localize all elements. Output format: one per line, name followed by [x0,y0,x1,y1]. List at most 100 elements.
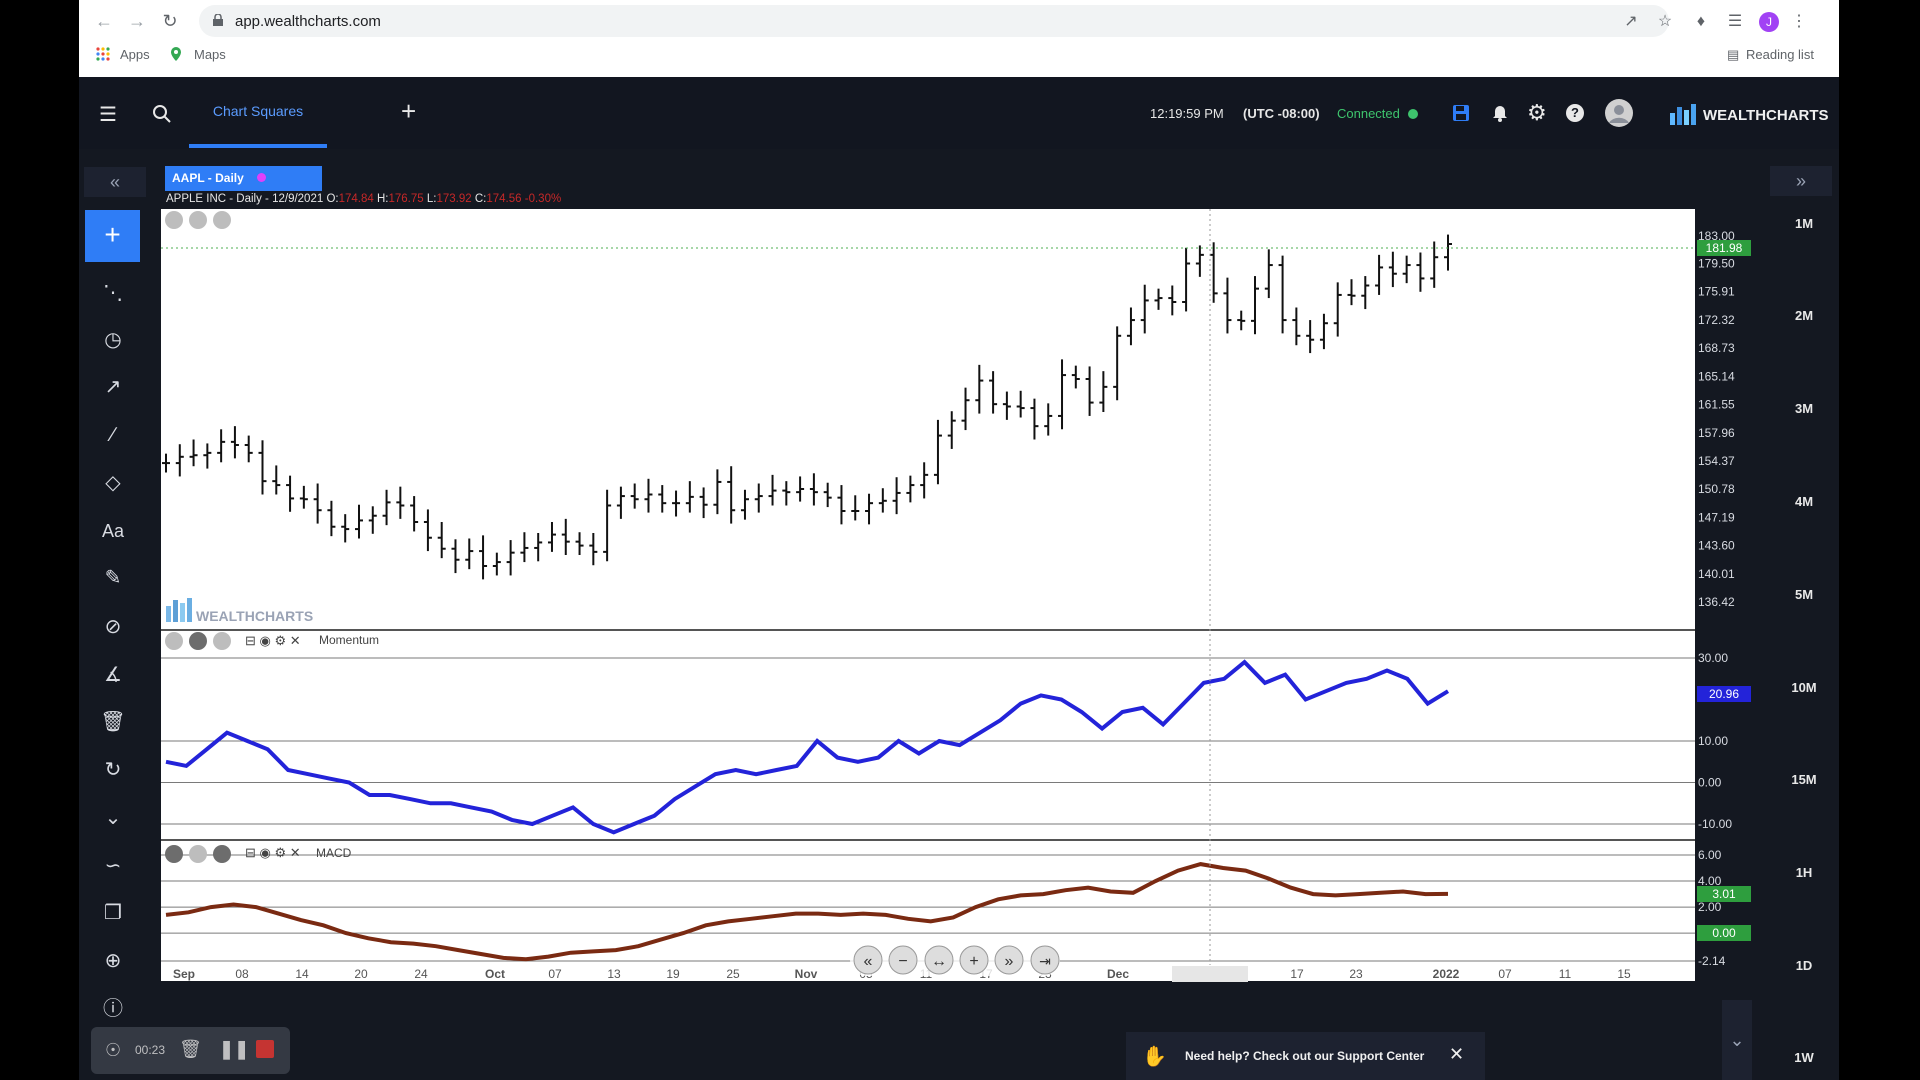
price-tick: 183.00 [1698,229,1735,243]
profile-avatar[interactable]: J [1759,12,1779,32]
momentum-pane-controls[interactable] [165,632,231,650]
bookmark-maps[interactable]: Maps [194,47,226,62]
chart-type-icon[interactable]: ⋱ [103,282,123,304]
save-icon[interactable] [1452,104,1470,122]
ruler-icon[interactable]: ⊘ [104,616,122,638]
price-bar [920,462,929,499]
macd-tick: 6.00 [1698,848,1722,862]
price-tick: 161.55 [1698,398,1735,412]
info-icon[interactable]: ⓘ [103,998,123,1020]
timeframe-4m[interactable]: 4M [1794,494,1814,509]
add-tool-button[interactable]: + [85,210,140,262]
status-dot-icon [1408,109,1418,119]
collapse-bottom-icon[interactable]: ⌄ [1722,1000,1752,1080]
price-bar [947,411,956,449]
line-tool-icon[interactable]: ∕ [111,424,115,446]
price-bar [230,426,239,459]
macd-pane-controls[interactable] [165,845,231,863]
reading-list-label[interactable]: Reading list [1746,47,1814,62]
time-axis-label: Nov [795,967,818,981]
svg-text:+: + [969,953,978,970]
svg-text:↔: ↔ [931,953,947,970]
trend-icon[interactable]: ↗ [104,376,122,398]
timezone[interactable]: (UTC -08:00) [1243,106,1320,121]
price-bar [782,481,791,506]
hamburger-menu-icon[interactable]: ☰ [99,104,117,126]
back-icon[interactable]: ← [95,11,113,31]
lock-icon [213,14,223,26]
search-icon[interactable] [152,104,172,124]
indicators-icon[interactable]: ⌄ [104,807,122,829]
expand-right-icon[interactable]: » [1770,166,1832,196]
symbol-tab[interactable]: AAPL - Daily [165,166,322,191]
price-bar [1140,284,1149,334]
recorder-trash-icon[interactable]: 🗑 [179,1039,202,1059]
timeframe-1m[interactable]: 1M [1794,216,1814,231]
price-bar [382,489,391,526]
timeframe-2m[interactable]: 2M [1794,308,1814,323]
price-badge: 181.98 [1706,241,1743,255]
price-bar [520,532,529,563]
price-tick: 165.14 [1698,369,1735,383]
angle-icon[interactable]: ∡ [104,664,122,686]
price-pane-controls[interactable] [165,211,231,229]
apps-icon[interactable] [96,47,110,61]
share-icon[interactable]: ↗ [1624,13,1638,30]
tab-chart-squares[interactable]: Chart Squares [212,103,304,119]
user-avatar[interactable] [1605,99,1633,127]
time-axis-label: 2022 [1433,967,1460,981]
text-tool-icon[interactable]: Aa [101,521,125,541]
timeframe-3m[interactable]: 3M [1794,401,1814,416]
macd-pane-icons[interactable]: ⊟ ◉ ⚙ ✕ [245,845,301,860]
bookmark-star-icon[interactable]: ☆ [1657,13,1673,30]
clock-icon[interactable]: ◷ [104,329,122,351]
price-bar [975,364,984,414]
timeframe-15m[interactable]: 15M [1791,772,1817,787]
timeframe-5m[interactable]: 5M [1794,587,1814,602]
price-bar [1251,276,1260,335]
add-tab-icon[interactable]: + [401,96,417,126]
price-bar [1388,251,1397,288]
pencil-icon[interactable]: ✎ [104,567,122,589]
connection-status: Connected [1337,106,1400,121]
momentum-pane-icons[interactable]: ⊟ ◉ ⚙ ✕ [245,633,301,648]
shapes-icon[interactable]: ◇ [105,472,121,494]
timeframe-1h[interactable]: 1H [1795,865,1813,880]
media-icon[interactable]: ☰ [1727,13,1743,30]
extensions-icon[interactable]: ♦ [1696,13,1706,30]
reading-list-icon[interactable]: ▤ [1727,47,1740,62]
scroll-fast-back-icon [853,945,883,975]
support-banner[interactable]: ✋ Need help? Check out our Support Cente… [1126,1032,1485,1080]
price-bar [189,439,198,467]
close-banner-icon[interactable]: ✕ [1449,1044,1465,1064]
price-bar [1099,371,1108,413]
ohlc-open: 174.84 [338,193,374,205]
ohlc-name: APPLE INC - Daily - 12/9/2021 [166,193,324,205]
forward-icon[interactable]: → [128,11,146,31]
bell-icon[interactable] [1491,104,1509,122]
recorder-stop-icon[interactable] [256,1040,274,1058]
timeframe-1d[interactable]: 1D [1795,958,1813,973]
crosshair-icon[interactable]: ⊕ [104,950,122,972]
chart-scroll-controls[interactable]: « − ↔ + » ⇥ [850,944,1060,976]
menu-icon[interactable]: ⋮ [1791,13,1807,30]
layers-icon[interactable]: ❐ [104,902,122,924]
price-bar [410,496,419,532]
recorder-pause-icon[interactable]: ❚❚ [219,1039,250,1059]
price-bar [396,486,405,519]
timeframe-10m[interactable]: 10M [1791,680,1817,695]
trash-icon[interactable]: 🗑 [100,711,126,733]
collapse-left-icon[interactable]: « [84,167,146,197]
help-icon[interactable]: ? [1566,104,1584,122]
refresh-icon[interactable]: ↻ [104,759,122,781]
ohlc-close: 174.56 [486,193,522,205]
reload-icon[interactable]: ↻ [162,11,178,31]
timeframe-1w[interactable]: 1W [1794,1050,1814,1065]
bookmark-apps[interactable]: Apps [120,47,150,62]
address-bar[interactable]: app.wealthcharts.com [199,5,1669,37]
analysis-icon[interactable]: ∽ [104,855,122,877]
support-text[interactable]: Need help? Check out our Support Center [1185,1049,1425,1063]
gear-icon[interactable]: ⚙ [1527,100,1547,125]
time-axis-label: 14 [295,967,309,981]
